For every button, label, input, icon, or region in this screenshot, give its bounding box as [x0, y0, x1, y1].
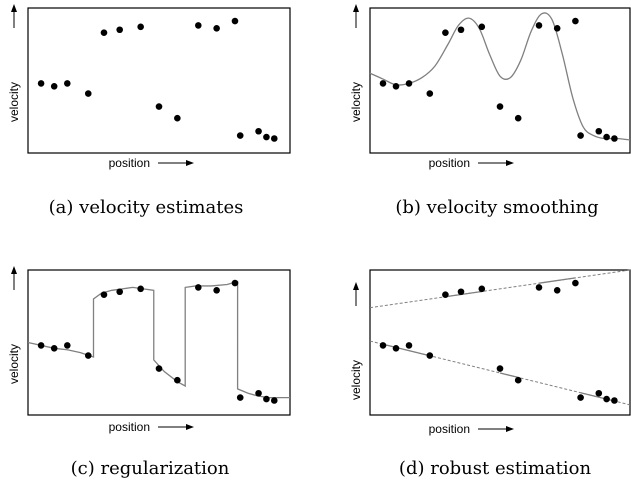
y-arrow-head [11, 4, 17, 12]
data-point [236, 394, 244, 401]
robust-line-2-segment [499, 372, 519, 379]
x-axis-label: position [429, 422, 470, 436]
data-point [137, 285, 144, 293]
data-point [611, 135, 618, 142]
data-point [426, 90, 434, 97]
data-point [213, 25, 220, 32]
data-point [174, 114, 181, 122]
data-point [236, 132, 244, 139]
data-point [255, 389, 262, 397]
data-point [442, 29, 449, 36]
data-point [478, 23, 486, 31]
robust-line-2-segment [382, 343, 430, 357]
data-point [535, 22, 543, 29]
y-axis-label: velocity [349, 82, 363, 122]
panel-caption: (c) regularization [71, 458, 230, 479]
data-point [64, 80, 71, 87]
y-axis-label: velocity [7, 344, 21, 384]
data-point [64, 342, 71, 349]
data-point [442, 291, 449, 298]
data-point [116, 288, 123, 296]
data-point [577, 132, 584, 139]
panel-caption: (a) velocity estimates [49, 197, 244, 218]
data-point [514, 114, 522, 122]
data-point [263, 133, 270, 141]
panel-d: position velocity (d) robust estimation [349, 269, 631, 479]
x-arrow-head [186, 424, 194, 430]
data-point [263, 395, 270, 403]
x-arrow-head [506, 426, 514, 432]
data-point [392, 345, 400, 352]
data-point [496, 103, 504, 110]
data-point [496, 365, 504, 372]
panel-c: position velocity (c) regularization [7, 266, 291, 479]
data-point [514, 376, 522, 384]
y-arrow-head [353, 4, 359, 12]
fit-curve [27, 280, 290, 399]
x-arrow-head [186, 160, 194, 166]
data-point [195, 284, 202, 291]
data-point [231, 279, 239, 287]
panel-a: position velocity (a) velocity estimates [7, 4, 291, 218]
data-point [392, 83, 400, 90]
panel-caption: (d) robust estimation [399, 458, 592, 479]
data-point [379, 342, 387, 349]
x-axis-label: position [109, 420, 150, 434]
data-point [50, 83, 58, 90]
robust-line-1-segment [445, 290, 482, 298]
data-point [405, 80, 413, 87]
data-point [553, 25, 561, 32]
data-point [270, 135, 278, 142]
y-arrow-head [353, 282, 359, 290]
data-point [100, 29, 108, 36]
data-point [213, 287, 220, 294]
data-point [553, 287, 561, 294]
data-point [270, 397, 278, 404]
data-point [611, 397, 618, 404]
data-point [174, 376, 181, 384]
plot-frame [27, 7, 291, 154]
data-point [572, 279, 579, 287]
robust-line-1-dashed [369, 269, 631, 309]
data-point [603, 133, 610, 141]
x-arrow-head [506, 160, 514, 166]
y-arrow-head [11, 266, 17, 274]
x-axis-label: position [109, 156, 150, 170]
data-point [457, 288, 465, 296]
data-point [595, 389, 603, 397]
robust-line-1-segment [538, 277, 576, 284]
data-point [405, 342, 413, 349]
data-point [457, 26, 465, 34]
data-point [37, 342, 45, 349]
data-point [595, 127, 603, 135]
fit-curve [369, 12, 631, 141]
data-point [478, 285, 486, 293]
data-point [255, 127, 262, 135]
y-axis-label: velocity [7, 82, 21, 122]
data-point [50, 345, 58, 352]
data-point [84, 90, 92, 97]
plot-frame [369, 269, 631, 416]
data-point [37, 80, 45, 87]
data-point [535, 284, 543, 291]
data-point [137, 23, 144, 31]
data-point [577, 394, 584, 401]
data-point [426, 352, 434, 359]
data-point [572, 17, 579, 25]
plot-frame [369, 7, 631, 154]
y-axis-label: velocity [349, 360, 363, 400]
data-point [195, 22, 202, 29]
data-point [603, 395, 610, 403]
data-point [116, 26, 123, 34]
data-point [100, 291, 108, 298]
data-point [379, 80, 387, 87]
panel-caption: (b) velocity smoothing [395, 197, 598, 218]
panel-b: position velocity (b) velocity smoothing [349, 4, 631, 218]
x-axis-label: position [429, 156, 470, 170]
data-point [155, 103, 163, 110]
data-point [155, 365, 163, 372]
data-point [231, 17, 239, 25]
data-point [84, 352, 92, 359]
